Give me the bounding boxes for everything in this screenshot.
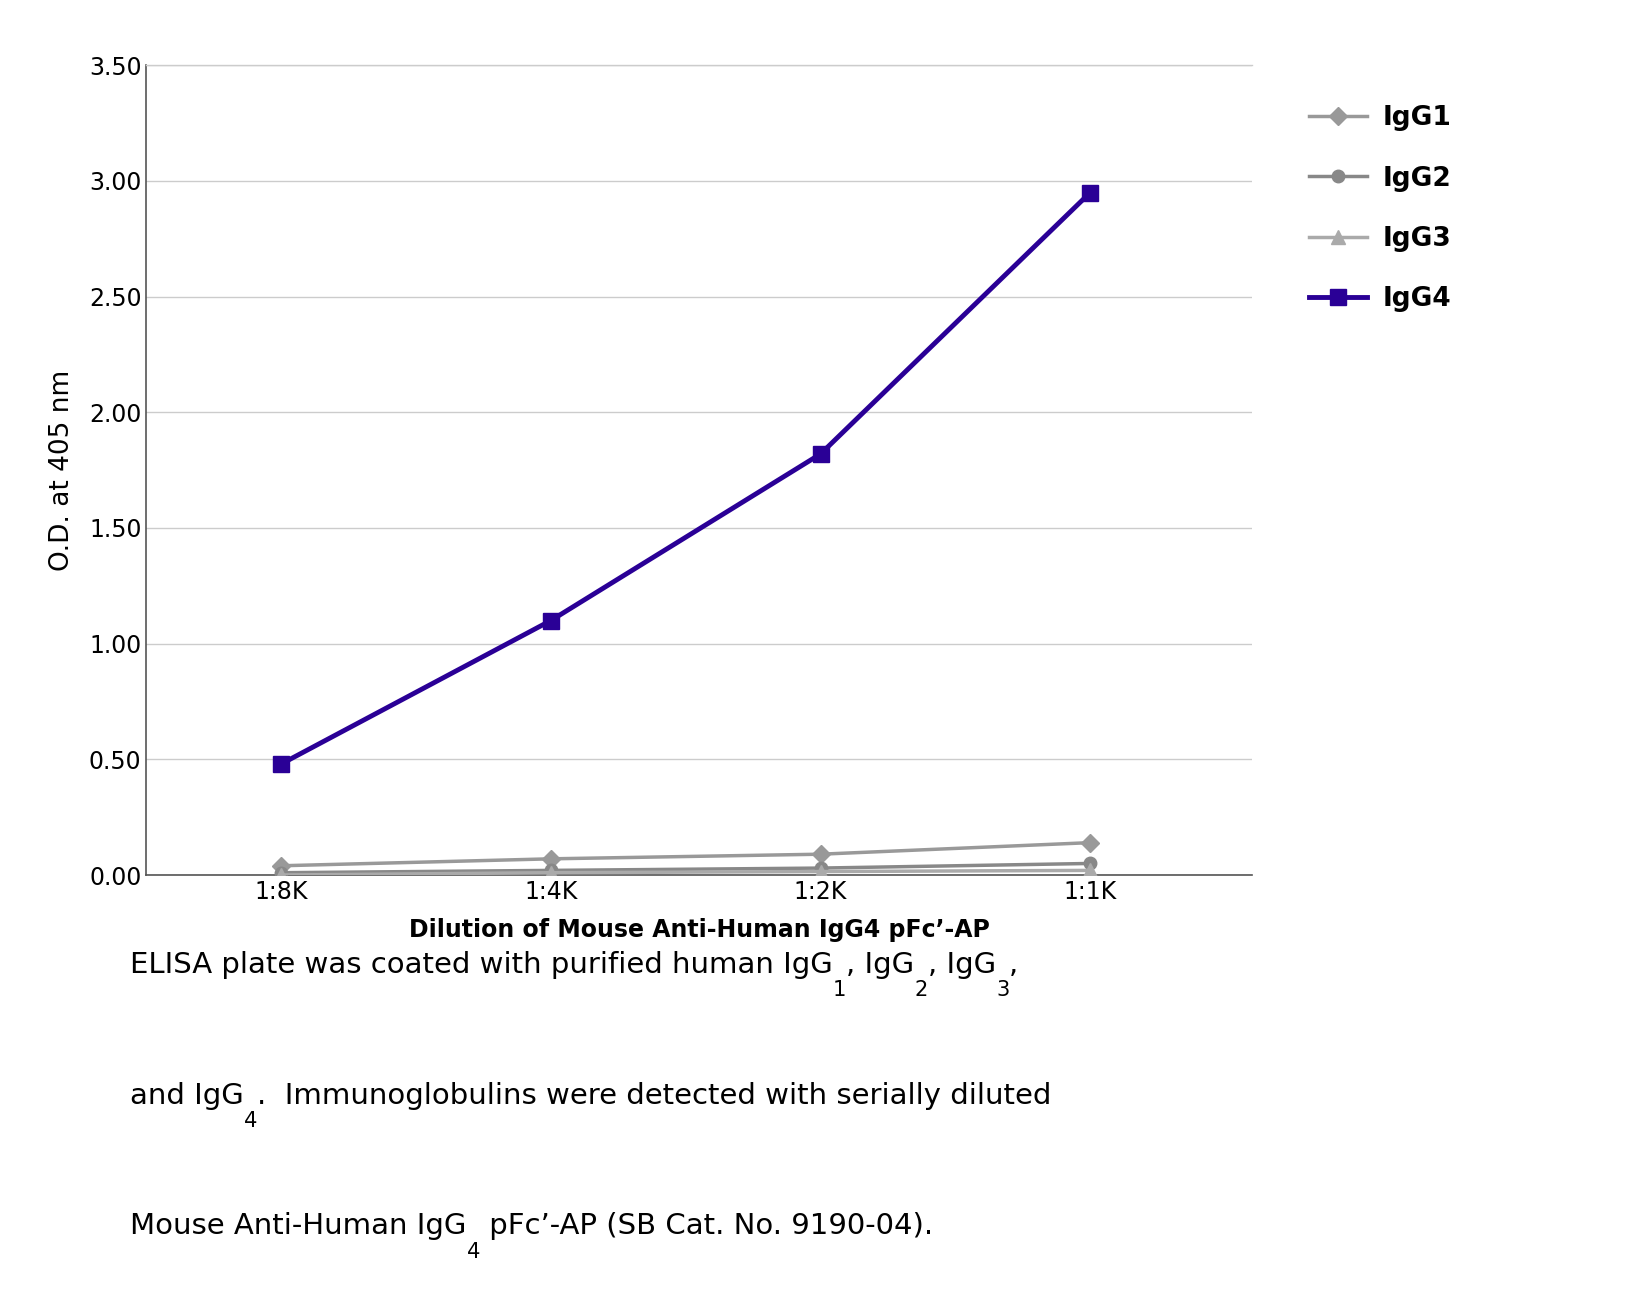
Y-axis label: O.D. at 405 nm: O.D. at 405 nm [49, 370, 75, 571]
IgG1 [541, 852, 561, 867]
Text: Mouse Anti-Human IgG: Mouse Anti-Human IgG [130, 1212, 467, 1241]
Text: ,: , [1010, 951, 1018, 980]
Text: 4: 4 [244, 1111, 257, 1131]
Text: ELISA plate was coated with purified human IgG: ELISA plate was coated with purified hum… [130, 951, 833, 980]
IgG2 [541, 862, 561, 878]
Text: 3: 3 [997, 981, 1010, 1000]
Text: 1: 1 [833, 981, 846, 1000]
IgG3 [272, 867, 291, 883]
IgG1 [811, 846, 831, 862]
IgG2 [1080, 855, 1099, 871]
IgG3 [811, 863, 831, 879]
Line: IgG1: IgG1 [275, 836, 1096, 872]
IgG1 [1080, 835, 1099, 850]
Text: , IgG: , IgG [846, 951, 914, 980]
X-axis label: Dilution of Mouse Anti-Human IgG4 pFc’-AP: Dilution of Mouse Anti-Human IgG4 pFc’-A… [408, 918, 990, 942]
Line: IgG3: IgG3 [275, 863, 1098, 882]
IgG1 [272, 858, 291, 874]
Text: pFc’-AP (SB Cat. No. 9190-04).: pFc’-AP (SB Cat. No. 9190-04). [480, 1212, 933, 1241]
Line: IgG4: IgG4 [273, 184, 1099, 772]
Legend: IgG1, IgG2, IgG3, IgG4: IgG1, IgG2, IgG3, IgG4 [1299, 95, 1462, 323]
Text: and IgG: and IgG [130, 1081, 244, 1110]
IgG2 [811, 861, 831, 876]
IgG4 [541, 613, 561, 628]
IgG3 [1080, 862, 1099, 878]
Text: .  Immunoglobulins were detected with serially diluted: . Immunoglobulins were detected with ser… [257, 1081, 1052, 1110]
IgG2 [272, 865, 291, 880]
Text: , IgG: , IgG [928, 951, 997, 980]
IgG4 [272, 756, 291, 772]
IgG4 [811, 447, 831, 462]
IgG3 [541, 865, 561, 880]
Line: IgG2: IgG2 [275, 857, 1096, 879]
Text: 2: 2 [914, 981, 928, 1000]
Text: 4: 4 [467, 1242, 480, 1262]
IgG4 [1080, 184, 1099, 200]
